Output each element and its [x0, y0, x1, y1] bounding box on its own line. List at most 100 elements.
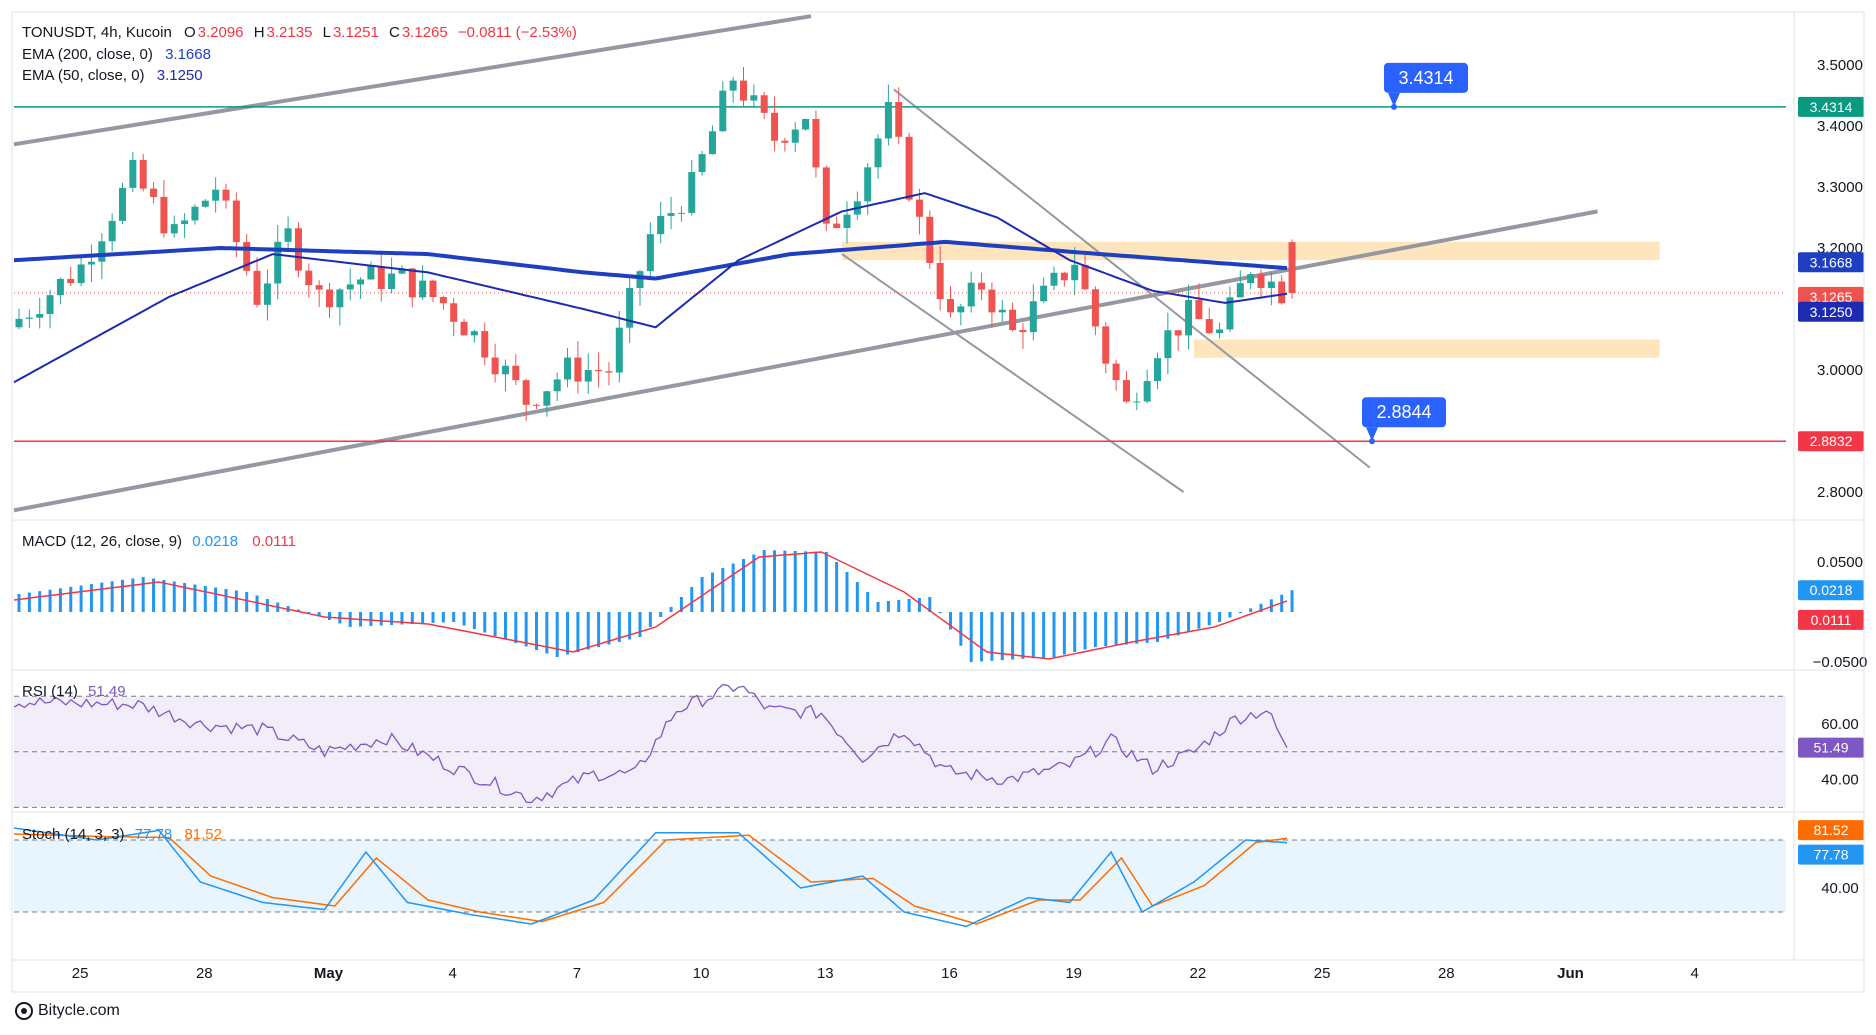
resistance-price-badge: 3.4314: [1798, 96, 1864, 117]
candle-body: [533, 404, 540, 406]
rsi-axis[interactable]: 60.00 40.00 51.49: [1798, 716, 1864, 789]
candle-body: [150, 188, 158, 197]
macd-histogram-bar: [255, 595, 259, 612]
candle-body: [1050, 272, 1058, 286]
candle-body: [67, 278, 75, 284]
macd-histogram-bar: [514, 612, 518, 643]
macd-histogram-bar: [1218, 612, 1222, 622]
stoch-k-badge-text: 77.78: [1813, 847, 1848, 863]
macd-histogram-bar: [721, 568, 725, 612]
support-price-badge-bg: [1798, 431, 1864, 452]
macd-axis[interactable]: 0.0500 −0.0500 0.0218 0.0111: [1798, 554, 1867, 671]
macd-histogram-bar: [835, 562, 839, 612]
time-axis[interactable]: 25 28 May 4 7 10 13 16 19 22 25 28 Jun 4: [72, 965, 1699, 982]
candle-body: [957, 306, 965, 313]
macd-histogram-bar: [1042, 612, 1046, 658]
stoch-d-badge-text: 81.52: [1813, 822, 1848, 838]
time-tick-label: 10: [693, 965, 710, 982]
macd-histogram-bar: [824, 552, 828, 612]
footer-brand: Bitycle.com: [14, 1001, 120, 1021]
ema200-line: [13, 239, 1288, 281]
macd-histogram-bar: [390, 612, 394, 625]
candle-body: [719, 90, 727, 132]
candle-body: [1278, 281, 1286, 304]
rsi-label: RSI (14): [22, 683, 78, 700]
price-axis[interactable]: 3.50003.40003.30003.20003.00002.80003.43…: [1798, 57, 1864, 501]
change-value: −0.0811 (−2.53%): [457, 24, 577, 41]
candle-body: [543, 391, 551, 406]
macd-histogram-bar: [524, 612, 528, 647]
stoch-band: [14, 840, 1786, 912]
macd-histogram-bar: [648, 612, 652, 627]
support-callout[interactable]: 2.8844: [1362, 397, 1446, 445]
rsi-tick-label: 40.00: [1821, 772, 1859, 789]
macd-histogram-bar: [183, 583, 187, 612]
pane-borders: [11, 11, 1865, 993]
candle-body: [439, 296, 447, 304]
channel-lower-line: [13, 209, 1598, 513]
candle-body: [367, 266, 375, 280]
macd-histogram-bar: [152, 578, 156, 612]
macd-histogram-bar: [866, 592, 870, 612]
stoch-d-line: [13, 833, 1288, 925]
support-callout-pointer: [1366, 427, 1378, 442]
candle-body: [584, 370, 592, 382]
macd-histogram-bar: [917, 598, 921, 612]
stoch-k-line: [13, 827, 1288, 928]
candle-body: [1112, 363, 1120, 381]
rsi-pane[interactable]: 60.00 40.00 51.49: [13, 683, 1864, 808]
close-label: C: [389, 24, 400, 41]
candle-body: [1205, 319, 1213, 334]
candle-body: [243, 242, 251, 271]
ema200-price-badge-bg: [1798, 252, 1864, 273]
candle-body: [874, 138, 882, 168]
candle-body: [336, 289, 344, 308]
resistance-callout[interactable]: 3.4314: [1384, 62, 1468, 110]
candle-body: [1267, 281, 1275, 288]
macd-legend: MACD (12, 26, close, 9) 0.0218 0.0111: [22, 533, 298, 550]
candle-body: [36, 314, 44, 318]
macd-histogram-bar: [1249, 608, 1253, 612]
macd-histogram-bar: [855, 582, 859, 612]
macd-histogram: [17, 550, 1294, 662]
macd-histogram-bar: [89, 584, 93, 612]
macd-histogram-bar: [48, 589, 52, 612]
price-pane[interactable]: 3.4314 2.8844 3.50003.40003.30003.20003.00…: [13, 14, 1864, 513]
candle-body: [408, 268, 416, 298]
candle-body: [677, 212, 685, 214]
channel-upper-line: [13, 14, 812, 147]
candle-body: [1226, 297, 1234, 330]
time-tick-label: 28: [196, 965, 213, 982]
time-tick-label: 25: [72, 965, 89, 982]
ema50-price-badge: 3.1250: [1798, 301, 1864, 322]
candle-body: [905, 136, 913, 200]
candle-body: [501, 365, 509, 375]
candle-body: [822, 167, 830, 224]
macd-value-badge-bg: [1798, 580, 1864, 601]
macd-histogram-bar: [959, 612, 963, 646]
macd-histogram-bar: [607, 612, 611, 645]
candle-body: [181, 220, 189, 225]
stoch-pane[interactable]: 40.00 81.52 77.78: [13, 820, 1864, 928]
macd-histogram-bar: [1187, 612, 1191, 632]
candle-body: [346, 284, 354, 290]
macd-histogram-bar: [710, 572, 714, 612]
candle-body: [1091, 289, 1099, 327]
macd-histogram-bar: [907, 599, 911, 612]
supply-demand-zone-1: [1193, 339, 1660, 358]
macd-pane[interactable]: 0.0500 −0.0500 0.0218 0.0111: [13, 550, 1867, 671]
macd-histogram-bar: [369, 612, 373, 626]
outer-border: [11, 11, 1865, 993]
stoch-d-badge-bg: [1798, 820, 1864, 841]
time-tick-label: 25: [1314, 965, 1331, 982]
macd-histogram-bar: [131, 578, 135, 612]
macd-histogram-bar: [172, 581, 176, 612]
candle-body: [771, 112, 779, 141]
macd-histogram-bar: [731, 563, 735, 612]
stoch-legend: Stoch (14, 3, 3) 77.78 81.52: [22, 826, 224, 843]
price-legend: TONUSDT, 4h, Kucoin O 3.2096 H 3.2135 L 3.1…: [22, 24, 579, 41]
stoch-axis[interactable]: 40.00 81.52 77.78: [1798, 820, 1864, 897]
support-callout-text: 2.8844: [1376, 402, 1431, 422]
macd-histogram-bar: [1259, 603, 1263, 612]
